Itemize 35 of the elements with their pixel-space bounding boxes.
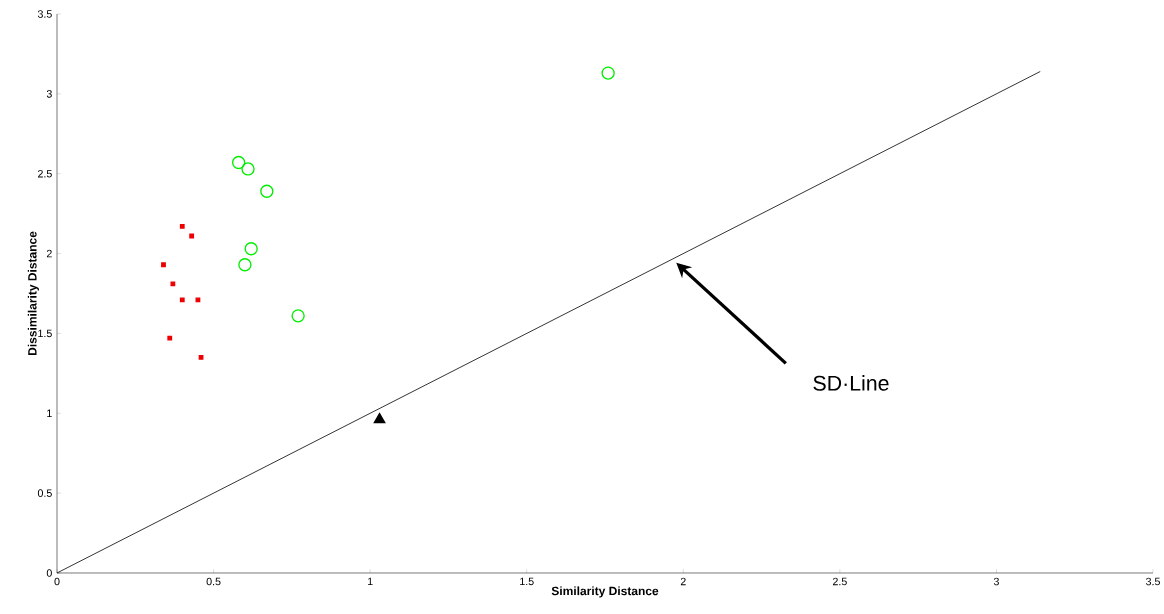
point — [601, 66, 615, 80]
x-tick-label: 1.5 — [520, 577, 534, 586]
point — [195, 297, 201, 303]
point — [291, 309, 305, 323]
point — [161, 262, 166, 268]
point — [179, 224, 185, 229]
y-tick-label: 2 — [46, 249, 52, 258]
x-tick-label: 2.5 — [832, 577, 847, 586]
x-tick-label: 2 — [680, 577, 686, 586]
y-tick-label: 3 — [46, 90, 52, 98]
point — [189, 233, 195, 239]
x-axis-title: Similarity Distance — [551, 586, 659, 598]
y-tick-label: 3.5 — [37, 10, 52, 18]
x-tick-label: 3.5 — [1145, 577, 1160, 586]
y-tick-label: 0 — [46, 569, 52, 577]
point — [167, 335, 173, 341]
annotation: SD·Line — [813, 375, 889, 391]
point — [244, 242, 258, 256]
y-tick-label: 1.5 — [38, 329, 52, 338]
point — [231, 155, 246, 170]
point — [241, 162, 255, 176]
point — [179, 297, 185, 303]
point — [170, 281, 176, 287]
point — [198, 354, 204, 360]
x-tick-label: 3 — [993, 577, 999, 586]
point — [260, 184, 274, 198]
y-tick-label: 1 — [47, 409, 52, 417]
y-tick-label: 2.5 — [38, 169, 52, 178]
x-tick-label: 1 — [368, 577, 373, 586]
point — [373, 412, 386, 424]
x-tick-label: 0 — [54, 577, 60, 586]
y-tick-label: 0.5 — [37, 489, 52, 497]
point — [238, 258, 252, 272]
y-axis-title: Dissimilarity Distance — [27, 231, 39, 356]
x-tick-label: 0.5 — [206, 577, 221, 586]
